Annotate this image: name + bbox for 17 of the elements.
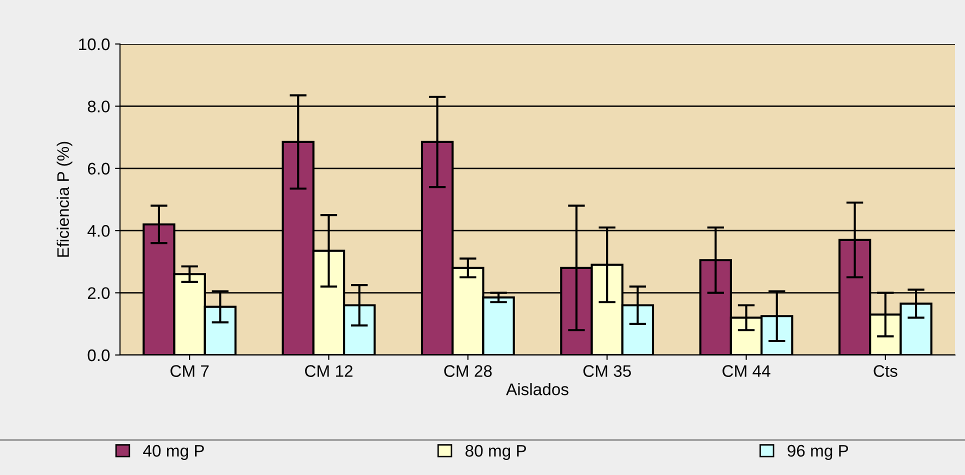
y-axis-title: Eficiencia P (%)	[56, 142, 72, 257]
y-tick-label: 0.0	[88, 349, 110, 362]
x-tick-label: CM 35	[583, 365, 631, 377]
y-tick-label: 2.0	[88, 287, 110, 300]
x-tick-label: Cts	[874, 365, 898, 377]
legend-label: 40 mg P	[143, 444, 204, 460]
y-tick-label: 4.0	[87, 225, 110, 237]
y-tick-label: 8.0	[88, 100, 110, 112]
x-tick-label: CM 44	[722, 365, 770, 377]
x-axis-title: Aislados	[506, 383, 568, 396]
x-tick-label: CM 12	[305, 365, 352, 377]
legend-label: 80 mg P	[466, 444, 526, 460]
x-tick-label: CM 28	[444, 365, 492, 377]
y-tick-label: 6.0	[88, 162, 110, 175]
legend-label: 96 mg P	[788, 444, 848, 460]
y-tick-label: 10.0	[79, 38, 110, 50]
x-tick-label: CM 7	[170, 365, 209, 377]
